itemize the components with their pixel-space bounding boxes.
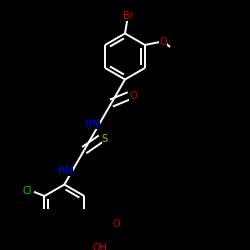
Text: HN: HN [85, 119, 100, 129]
Text: HN: HN [58, 166, 73, 176]
Text: S: S [102, 134, 108, 143]
Text: Cl: Cl [23, 186, 32, 196]
Text: O: O [112, 219, 120, 229]
Text: O: O [159, 37, 167, 47]
Text: Br: Br [123, 11, 134, 21]
Text: O: O [129, 91, 137, 101]
Text: OH: OH [92, 243, 108, 250]
